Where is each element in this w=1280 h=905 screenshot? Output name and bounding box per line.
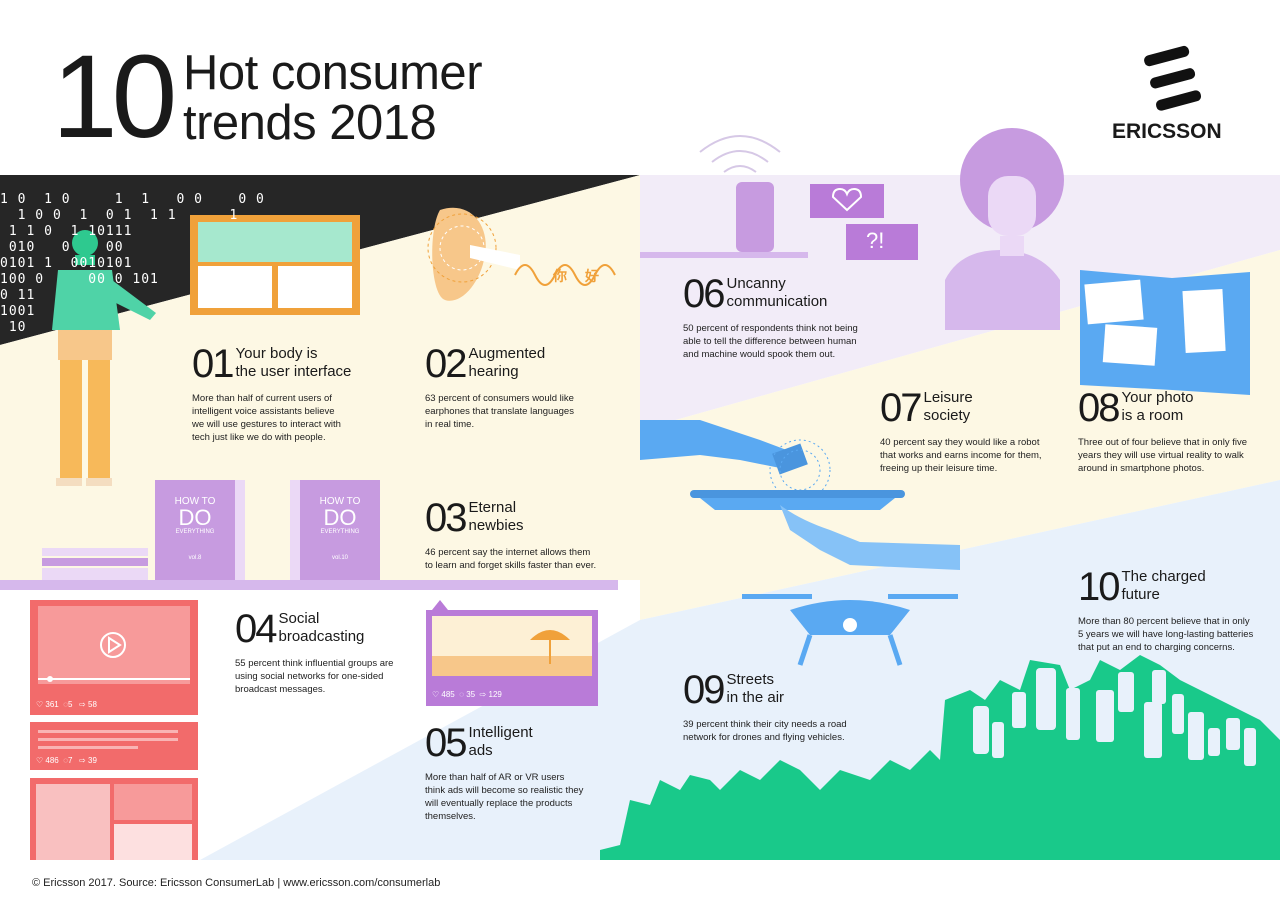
book-1-label: HOW TO DO EVERYTHING vol.8 (160, 496, 230, 561)
drone-illustration (742, 594, 958, 666)
trend-number: 04 (235, 607, 277, 651)
book-2-vol: vol.10 (331, 555, 348, 561)
trend-title: Social broadcasting (278, 610, 365, 645)
trend-title: Intelligent ads (468, 724, 533, 759)
trend-description: Three out of four believe that in only f… (1078, 437, 1247, 474)
card-1-stats: ♡ 361 ◌5 ⇨ 58 (36, 700, 97, 709)
trend-number: 08 (1078, 386, 1120, 430)
trend-description: 46 percent say the internet allows them t… (425, 547, 597, 571)
book-2-line2: DO (323, 505, 357, 530)
shares-count: 129 (488, 690, 502, 699)
book-2-label: HOW TO DO EVERYTHING vol.10 (305, 496, 375, 561)
city-skyline-illustration (600, 655, 1280, 860)
trend-07: 07 Leisure society 40 percent say they wo… (880, 388, 1070, 475)
shares-count: 58 (88, 700, 97, 709)
trend-10: 10 The charged future More than 80 percen… (1078, 567, 1276, 654)
brand-name: ERICSSON (1112, 120, 1222, 143)
comment-icon: ◌ (63, 756, 68, 765)
trend-01: 01 Your body is the user interface More t… (192, 344, 382, 444)
title-line-1: Hot consumer (183, 46, 483, 100)
card-2-stats: ♡ 486 ◌7 ⇨ 39 (36, 756, 97, 765)
comments-count: 5 (67, 700, 73, 709)
robot-hands-illustration (640, 420, 960, 570)
ericsson-logo-icon (1144, 45, 1202, 111)
window-illustration (190, 215, 360, 315)
trend-05: 05 Intelligent ads More than half of AR o… (425, 723, 615, 823)
likes-count: 361 (45, 700, 59, 709)
share-icon: ⇨ (79, 756, 86, 765)
trend-02: 02 Augmented hearing 63 percent of consum… (425, 344, 625, 431)
trend-title: Eternal newbies (468, 499, 524, 534)
trend-number: 07 (880, 386, 922, 430)
likes-count: 486 (45, 756, 59, 765)
woman-illustration (945, 128, 1064, 330)
trend-title: Augmented hearing (468, 345, 546, 380)
comments-count: 35 (466, 690, 476, 699)
shelf (0, 580, 618, 590)
trend-number: 02 (425, 342, 467, 386)
trend-08: 08 Your photo is a room Three out of four… (1078, 388, 1276, 475)
trend-description: More than half of AR or VR users think ad… (425, 772, 584, 822)
trend-title: The charged future (1121, 568, 1206, 603)
books-illustration (42, 480, 380, 580)
trend-description: More than 80 percent believe that in onl… (1078, 616, 1254, 653)
title-number: 10 (52, 31, 177, 163)
book-1-line1: HOW TO (174, 496, 216, 507)
social-cards-illustration (30, 600, 198, 860)
trend-number: 05 (425, 721, 467, 765)
trend-description: More than half of current users of intell… (192, 393, 341, 443)
person-illustration (52, 230, 156, 486)
glyph-ni: 你 (553, 268, 567, 284)
ad-card-illustration (426, 600, 598, 706)
book-2-line1: HOW TO (319, 496, 361, 507)
shares-count: 39 (88, 756, 97, 765)
trend-04: 04 Social broadcasting 55 percent think i… (235, 609, 415, 696)
book-1-line3: EVERYTHING (175, 529, 215, 535)
page-title: Hot consumer trends 2018 (183, 46, 483, 150)
book-1-vol: vol.8 (188, 555, 202, 561)
footer-credit: © Ericsson 2017. Source: Ericsson Consum… (32, 877, 441, 889)
share-icon: ⇨ (479, 690, 487, 699)
trend-09: 09 Streets in the air 39 percent think th… (683, 670, 883, 744)
trend-description: 63 percent of consumers would like earpho… (425, 393, 574, 430)
share-icon: ⇨ (79, 700, 86, 709)
book-1-line2: DO (178, 505, 212, 530)
binary-code-text: 1 0 1 0 1 1 0 0 0 0 1 0 0 1 0 1 1 1 1 1 … (0, 192, 265, 335)
ad-card-stats: ♡ 485 ◌ 35 ⇨ 129 (432, 690, 502, 699)
trend-06: 06 Uncanny communication 50 percent of re… (683, 274, 883, 361)
trend-number: 10 (1078, 565, 1120, 609)
heart-icon: ♡ (36, 700, 44, 709)
title-line-2: trends 2018 (183, 96, 437, 150)
trend-number: 09 (683, 668, 725, 712)
trend-description: 39 percent think their city needs a road… (683, 719, 847, 743)
trend-title: Leisure society (923, 389, 973, 424)
trend-title: Streets in the air (726, 671, 785, 706)
heart-icon: ♡ (432, 690, 440, 699)
cream-band (0, 175, 640, 580)
trend-number: 06 (683, 272, 725, 316)
comments-count: 7 (67, 756, 73, 765)
book-2-line3: EVERYTHING (320, 529, 360, 535)
ear-illustration (427, 207, 616, 301)
smart-speaker-illustration (640, 135, 918, 260)
trend-number: 01 (192, 342, 234, 386)
trend-description: 55 percent think influential groups are u… (235, 658, 394, 695)
trend-title: Your photo is a room (1121, 389, 1194, 424)
trend-number: 03 (425, 496, 467, 540)
likes-count: 485 (441, 690, 455, 699)
heart-icon: ♡ (36, 756, 44, 765)
chat-bubble-question: ?! (866, 228, 885, 253)
trend-title: Uncanny communication (726, 275, 828, 310)
trend-title: Your body is the user interface (235, 345, 352, 380)
comment-icon: ◌ (459, 690, 464, 699)
glyph-hao: 好 (585, 268, 599, 284)
trend-description: 40 percent say they would like a robot th… (880, 437, 1042, 474)
trend-03: 03 Eternal newbies 46 percent say the int… (425, 498, 625, 572)
trend-description: 50 percent of respondents think not bein… (683, 323, 858, 360)
comment-icon: ◌ (63, 700, 68, 709)
photo-album-illustration (1080, 270, 1250, 395)
